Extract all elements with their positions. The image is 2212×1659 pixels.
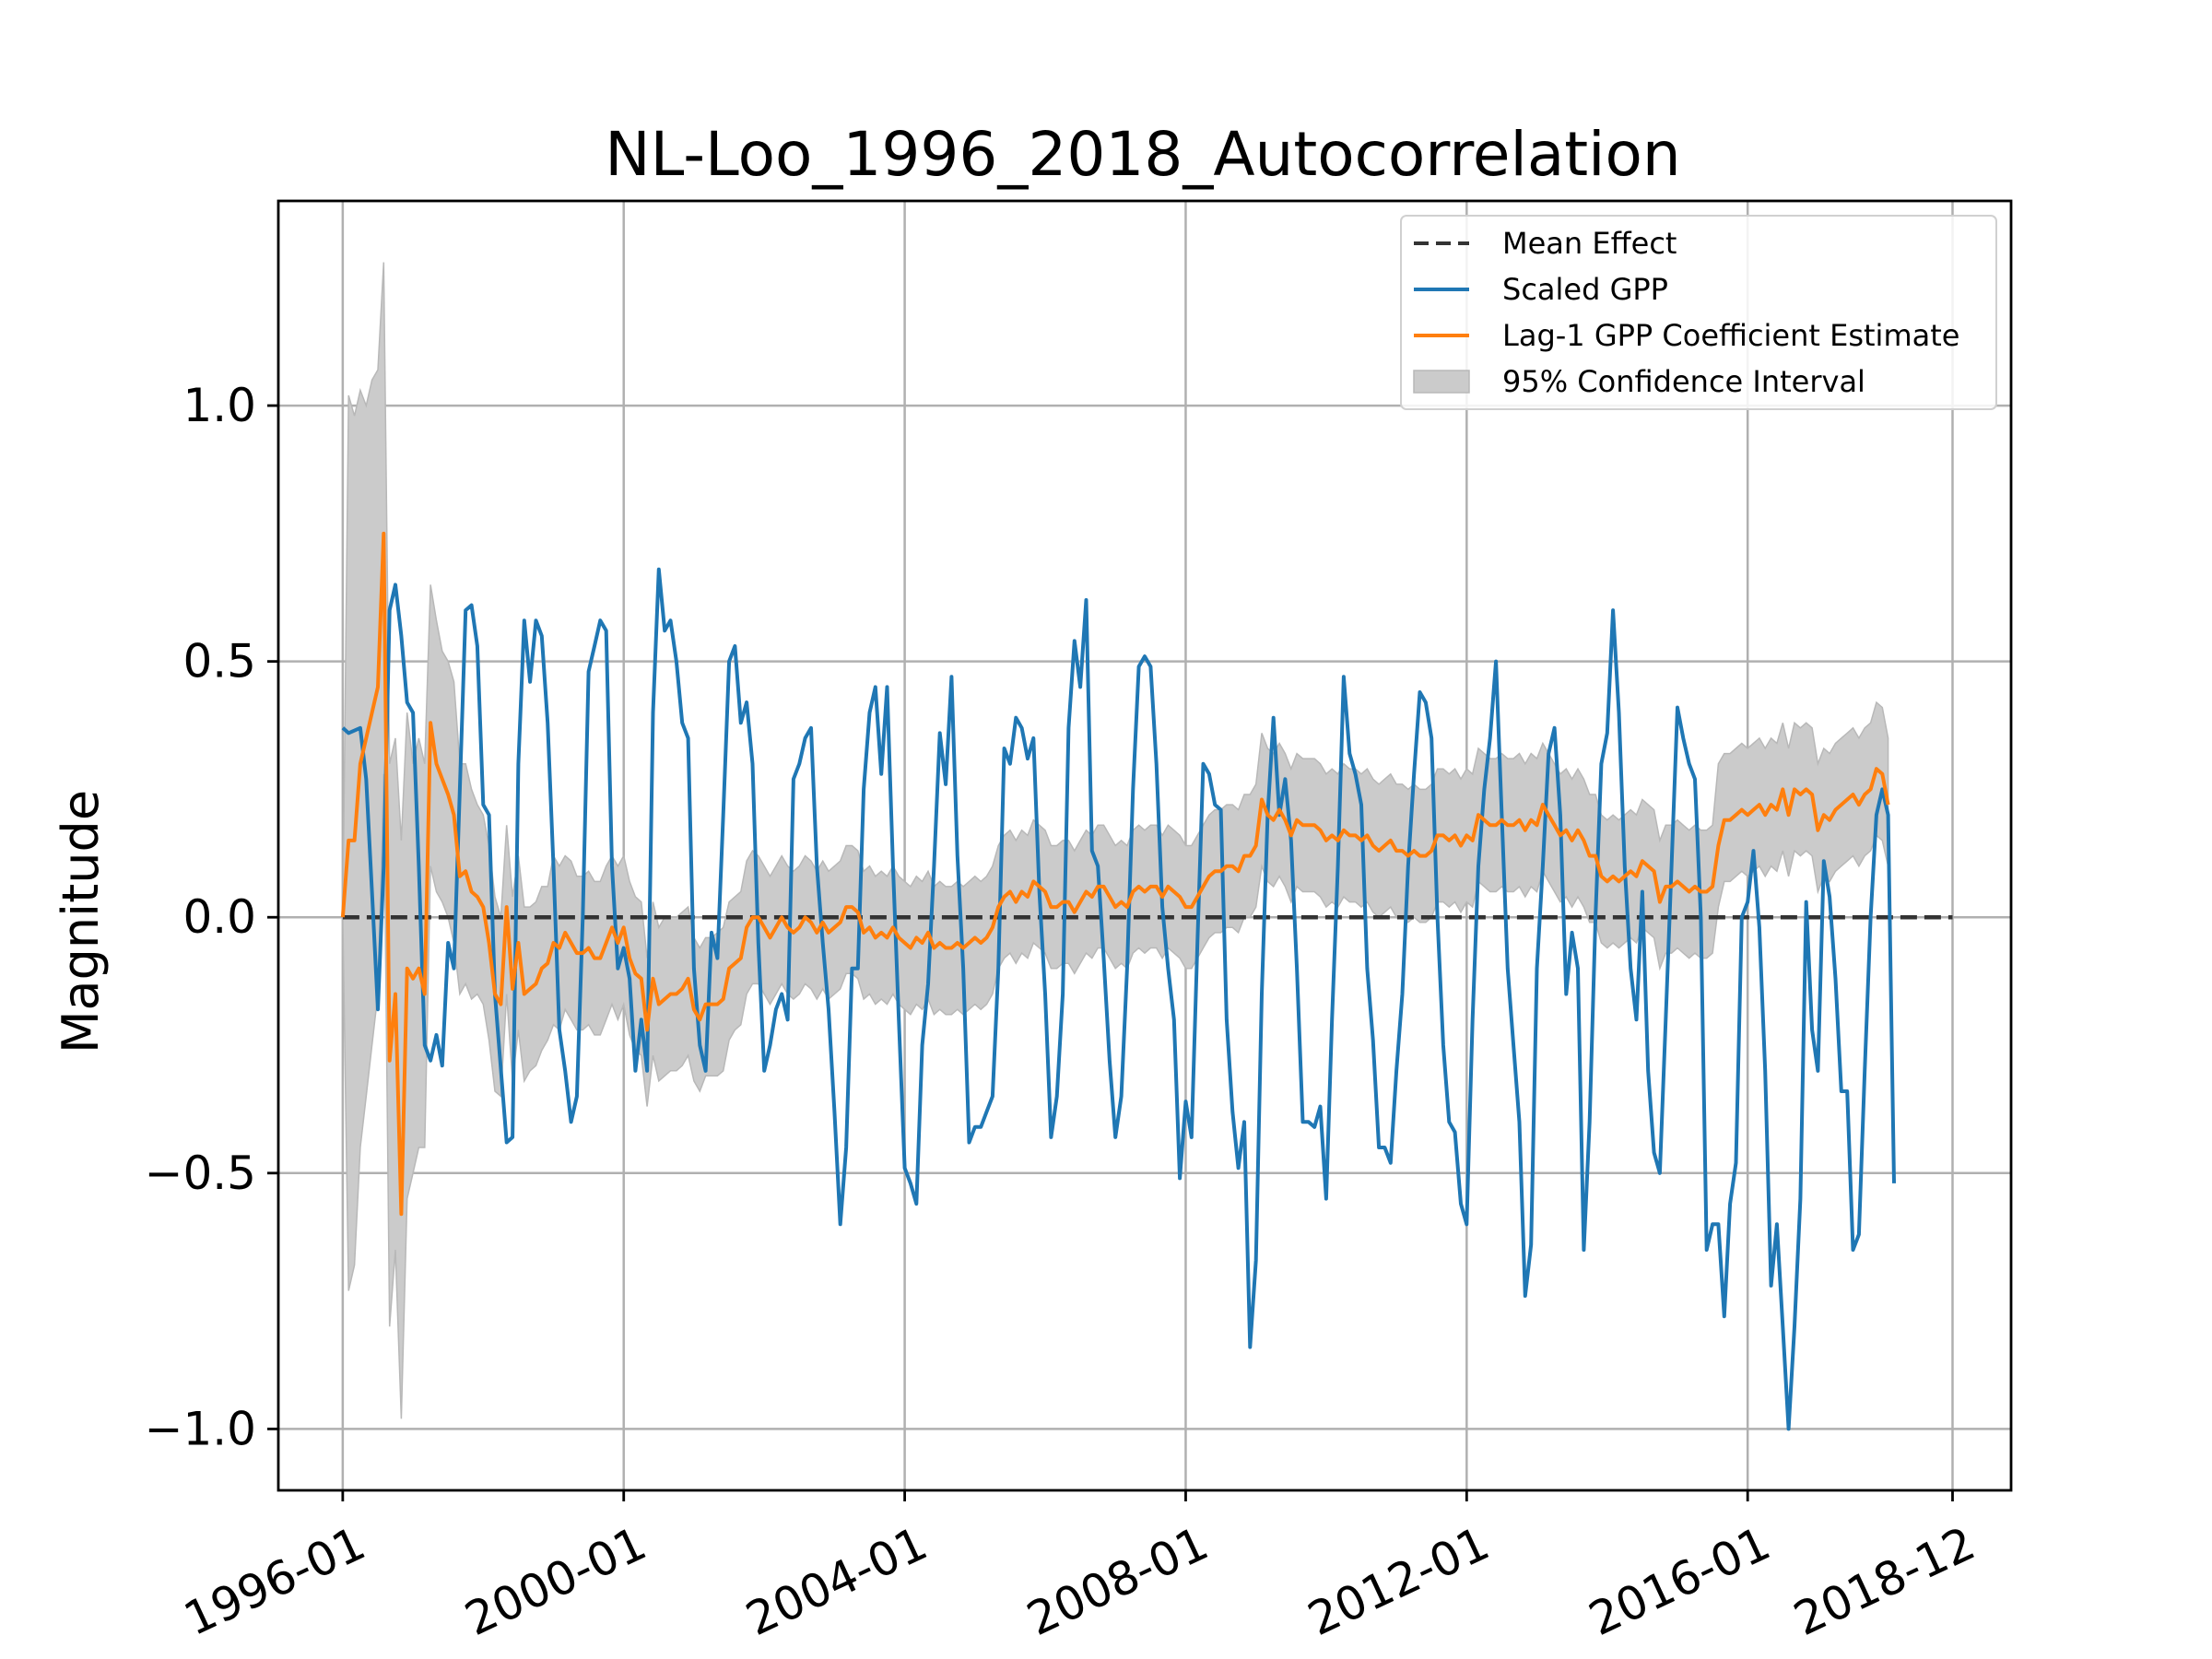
- series-layer: [340, 531, 1953, 1431]
- legend-confidence-interval-swatch: [1413, 370, 1470, 394]
- legend-lag1-coefficient-label: Lag-1 GPP Coefficient Estimate: [1502, 318, 1959, 353]
- legend-box: [1400, 215, 1997, 410]
- y-tick-label: −1.0: [145, 1402, 256, 1455]
- y-tick-label: 0.0: [182, 890, 256, 944]
- y-tick-label: 1.0: [182, 379, 256, 432]
- legend: Mean Effect Scaled GPP Lag-1 GPP Coefficie…: [1400, 215, 1997, 410]
- legend-mean-effect-label: Mean Effect: [1502, 226, 1677, 261]
- legend-scaled-gpp-label: Scaled GPP: [1502, 272, 1668, 307]
- y-tick-label: −0.5: [145, 1147, 256, 1200]
- plot-area-frame: [276, 199, 2013, 1492]
- chart-title: NL-Loo_1996_2018_Autocorrelation: [605, 119, 1680, 190]
- scaled-gpp-line: [341, 567, 1896, 1431]
- y-tick-label: 0.5: [182, 635, 256, 688]
- lag1-coefficient-line: [340, 531, 1890, 1217]
- legend-confidence-interval-label: 95% Confidence Interval: [1502, 364, 1865, 399]
- y-axis-label: Magnitude: [52, 790, 110, 1053]
